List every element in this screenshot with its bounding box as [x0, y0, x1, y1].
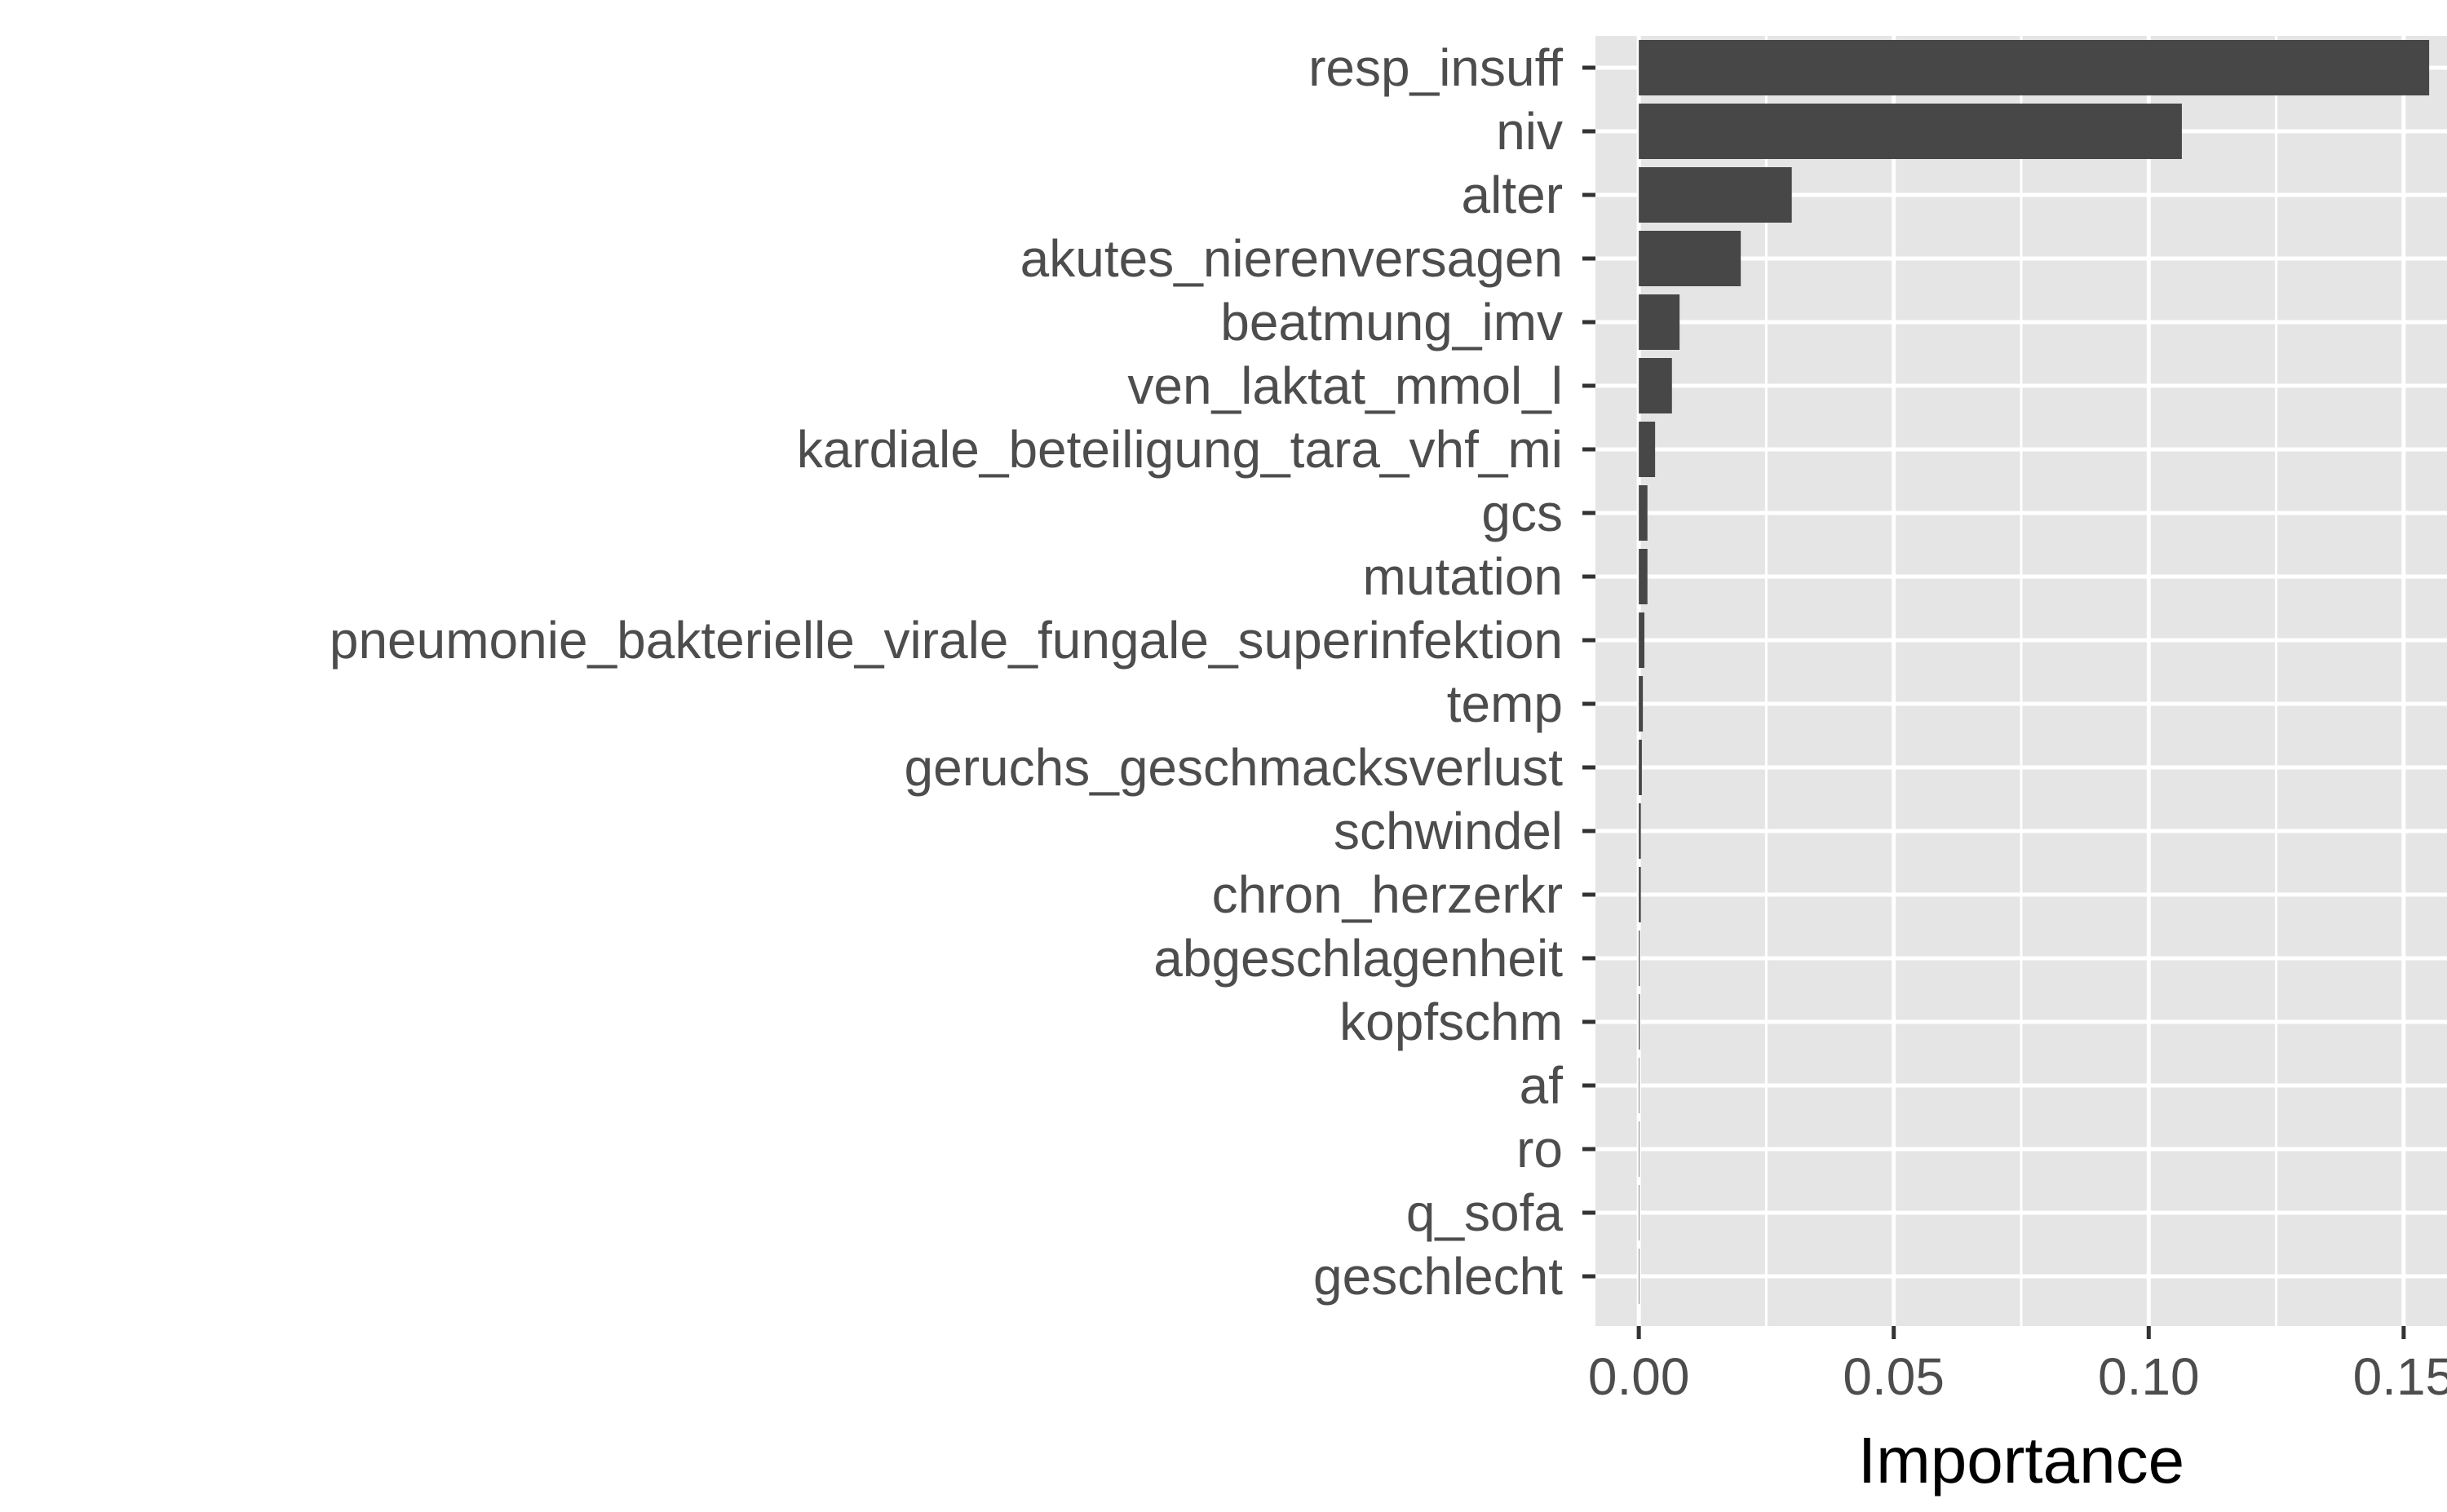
bar-chron_herzerkr	[1639, 867, 1641, 922]
y-tick-label: pneumonie_bakterielle_virale_fungale_sup…	[330, 611, 1563, 670]
x-tick-label: 0.00	[1588, 1347, 1690, 1406]
bar-resp_insuff	[1639, 40, 2430, 95]
bar-mutation	[1639, 549, 1648, 604]
bar-alter	[1639, 167, 1792, 223]
bars	[1639, 40, 2430, 1304]
bar-pneumonie_bakterielle_virale_fungale_superinfektion	[1639, 612, 1645, 668]
x-tick-label: 0.05	[1843, 1347, 1945, 1406]
y-tick-label: schwindel	[1334, 802, 1563, 860]
minor-gridlines	[1764, 36, 2278, 1326]
x-tick-label: 0.15	[2353, 1347, 2447, 1406]
bar-geruchs_geschmacksverlust	[1639, 740, 1642, 795]
y-tick-label: af	[1520, 1056, 1564, 1115]
y-tick-label: niv	[1496, 102, 1563, 161]
bar-ven_laktat_mmol_l	[1639, 358, 1672, 413]
y-tick-label: q_sofa	[1406, 1183, 1564, 1242]
y-tick-label: ven_laktat_mmol_l	[1127, 356, 1563, 415]
y-tick-label: geschlecht	[1313, 1247, 1563, 1306]
bar-niv	[1639, 104, 2182, 159]
y-tick-label: abgeschlagenheit	[1153, 929, 1563, 988]
y-tick-label: kardiale_beteiligung_tara_vhf_mi	[797, 420, 1563, 479]
y-tick-label: alter	[1462, 166, 1564, 224]
bar-beatmung_imv	[1639, 294, 1680, 350]
bar-schwindel	[1639, 803, 1641, 859]
y-tick-label: resp_insuff	[1308, 38, 1563, 97]
bar-gcs	[1639, 485, 1648, 541]
y-tick-label: gcs	[1481, 484, 1563, 542]
y-tick-label: kopfschm	[1339, 993, 1563, 1051]
y-tick-label: geruchs_geschmacksverlust	[905, 738, 1564, 797]
x-axis-title: Importance	[1858, 1424, 2184, 1497]
y-tick-label: mutation	[1363, 547, 1563, 606]
bar-temp	[1639, 676, 1644, 732]
y-axis: resp_insuffnivalterakutes_nierenversagen…	[330, 38, 1595, 1306]
bar-akutes_nierenversagen	[1639, 231, 1741, 286]
x-tick-label: 0.10	[2098, 1347, 2200, 1406]
y-tick-label: akutes_nierenversagen	[1020, 229, 1563, 288]
y-tick-label: beatmung_imv	[1220, 293, 1563, 351]
bar-kardiale_beteiligung_tara_vhf_mi	[1639, 422, 1656, 477]
x-axis: 0.00 0.05 0.10 0.15	[1588, 1326, 2447, 1406]
y-tick-label: ro	[1516, 1120, 1563, 1178]
y-tick-label: chron_herzerkr	[1212, 865, 1563, 924]
y-tick-label: temp	[1447, 674, 1563, 733]
